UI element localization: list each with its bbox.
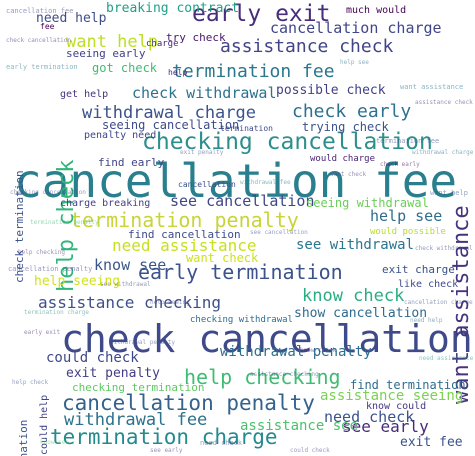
filler-word: see early: [150, 447, 183, 454]
filler-word: want help: [430, 189, 468, 197]
word-cancellation-fee: cancellation fee: [14, 154, 458, 208]
word-would-possible: would possible: [370, 227, 446, 237]
word-help-see: help see: [370, 207, 443, 225]
filler-word: withdrawal penalty: [110, 339, 176, 346]
word-could-check: could check: [46, 350, 139, 366]
filler-word: need assistance: [419, 355, 474, 362]
filler-word: assistance check: [415, 99, 473, 106]
word-assistance-checking: assistance checking: [38, 293, 222, 312]
filler-word: could check: [290, 447, 330, 454]
word-check-early: check early: [292, 101, 412, 122]
filler-word: termination fee: [376, 137, 440, 145]
word-seeing-cancellation: seeing cancellation: [102, 118, 240, 132]
filler-word: checking cancellation: [10, 189, 86, 196]
word-assistance-check: assistance check: [220, 36, 394, 57]
word-cancellation-charge: cancellation charge: [270, 19, 442, 37]
filler-word: need check: [200, 439, 243, 447]
filler-word: help seeing: [150, 299, 190, 306]
word-withdrawal-fee: withdrawal fee: [64, 410, 208, 430]
word-help-checking: help checking: [184, 365, 341, 389]
word-withdrawal-charge: withdrawal charge: [82, 103, 256, 123]
word-breaking-contract: breaking contract: [106, 1, 240, 16]
word-exit-fee: exit fee: [400, 435, 463, 450]
filler-word: early exit: [24, 329, 61, 336]
word-show-cancellation: show cancellation: [294, 306, 428, 321]
word-charge-breaking: charge breaking: [60, 198, 151, 209]
word-termination: termination: [220, 124, 273, 133]
filler-word: help check: [12, 379, 49, 386]
word-see-withdrawal: see withdrawal: [296, 237, 415, 253]
word-need-check: need check: [324, 408, 415, 426]
word-know-see: know see: [94, 256, 167, 274]
word-cancellation-penalty: cancellation penalty: [62, 391, 315, 415]
word-like-check: like check: [398, 279, 459, 290]
word-assistance-seeing: assistance seeing: [320, 388, 464, 404]
word-withdrawal-penalty: withdrawal penalty: [220, 344, 372, 360]
word-exit-penalty: exit penalty: [66, 366, 160, 381]
word-find-termination: find termination: [350, 378, 466, 392]
word-see-early: see early: [342, 417, 429, 436]
word-assistance-see: assistance see: [240, 418, 359, 434]
word-early-exit: early exit: [192, 1, 331, 27]
word-checking-withdrawal: checking withdrawal: [190, 315, 293, 325]
filler-word: want assistance: [400, 83, 464, 91]
filler-word: cancellation charge: [404, 299, 473, 306]
word-need-help: need help: [36, 11, 107, 26]
word-see-termination: see termination: [17, 420, 30, 456]
word-know-could: know could: [366, 401, 427, 412]
filler-word: cancellation penalty: [8, 265, 93, 273]
word-check-cancellation: check cancellation: [61, 317, 473, 361]
filler-word: check cancellation: [6, 37, 72, 44]
filler-word: know check: [300, 347, 337, 354]
filler-word: want check: [330, 171, 367, 178]
filler-word: help see: [340, 59, 369, 66]
word-help: help: [168, 68, 188, 77]
word-termination-charge: termination charge: [50, 425, 278, 449]
word-termination-fee: termination fee: [172, 61, 335, 82]
filler-word: see cancellation: [250, 229, 308, 236]
filler-word: know see: [40, 439, 69, 446]
filler-word: help checking: [18, 249, 65, 256]
word-seeing-early: seeing early: [66, 47, 146, 60]
filler-word: cancellation fee: [6, 7, 74, 15]
filler-word: withdrawal fee: [240, 179, 291, 186]
word-help-seeing: help seeing: [34, 274, 121, 289]
word-check-withdrawal: check withdrawal: [132, 84, 277, 102]
word-charge: charge: [146, 39, 179, 49]
filler-word: check withdrawal: [415, 245, 473, 252]
filler-word: see withdrawal: [100, 281, 151, 288]
word-possible-check: possible check: [276, 83, 386, 98]
filler-word: need help: [410, 317, 443, 324]
word-penalty-need: penalty need: [84, 130, 157, 141]
word-get-help: get help: [60, 89, 109, 100]
word-want-check: want check: [186, 251, 259, 265]
filler-word: termination penalty: [30, 219, 99, 226]
filler-word: check early: [380, 161, 420, 168]
word-checking-termination: checking termination: [72, 381, 205, 394]
word-much-would: much would: [346, 5, 407, 16]
filler-word: assistance checking: [250, 371, 319, 378]
word-cancellation: cancellation: [178, 180, 236, 189]
word-seeing-withdrawal: seeing withdrawal: [306, 196, 429, 210]
word-see-cancellation: see cancellation: [170, 192, 315, 210]
word-termination-penalty: termination penalty: [70, 208, 299, 232]
word-fee: fee: [40, 22, 55, 31]
filler-word: withdrawal charge: [412, 149, 474, 156]
filler-word: termination charge: [24, 309, 90, 316]
word-know-check: know check: [302, 286, 405, 306]
word-checking-cancellation: checking cancellation: [142, 129, 433, 155]
word-try-check: try check: [166, 31, 226, 44]
word-early-termination: early termination: [138, 260, 343, 284]
word-find-early: find early: [98, 156, 165, 169]
filler-word: exit penalty: [180, 149, 224, 156]
word-would-charge: would charge: [310, 154, 376, 164]
word-find-cancellation: find cancellation: [128, 228, 241, 241]
word-want-help: want help: [66, 32, 159, 52]
word-need-assistance: need assistance: [112, 236, 257, 255]
filler-word: early termination: [6, 63, 78, 71]
word-exit-charge: exit charge: [382, 263, 455, 276]
word-trying-check: trying check: [302, 120, 389, 134]
word-got-check: got check: [92, 61, 158, 75]
